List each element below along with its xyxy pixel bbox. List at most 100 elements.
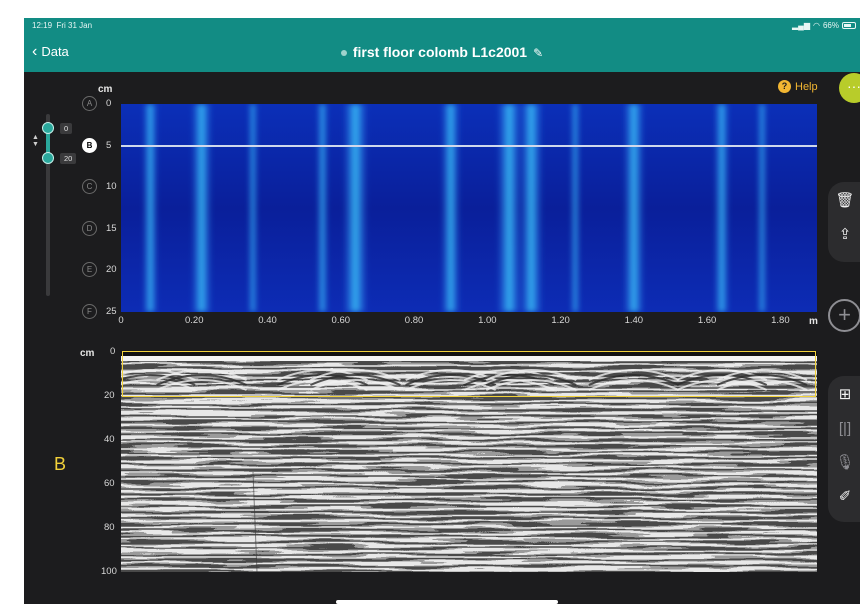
reflection-stripe	[441, 104, 460, 312]
bscan-y-tick: 0	[110, 346, 116, 357]
reflection-arc	[156, 379, 247, 391]
tomo-x-tick: 0.40	[258, 315, 277, 326]
bscan-selection-box[interactable]	[122, 351, 816, 397]
signal-icon: ▂▄▆	[792, 21, 810, 30]
depth-marker-e[interactable]: E	[82, 262, 97, 278]
updown-arrows-icon[interactable]: ▲ ▼	[32, 134, 39, 148]
home-indicator	[336, 600, 558, 604]
tomo-y-tick: 0	[106, 98, 112, 109]
reflection-arc	[588, 369, 680, 381]
reflection-stripe	[497, 104, 522, 312]
ipad-screen: 12:19 Fri 31 Jan ▂▄▆ ◠ 66% ‹ Data first …	[24, 18, 860, 604]
tomo-y-tick: 5	[106, 139, 112, 151]
reflection-arc	[588, 379, 680, 391]
reflection-arc	[716, 379, 808, 391]
reflection-arc	[405, 369, 497, 381]
help-icon: ?	[778, 80, 791, 93]
reflection-arc	[676, 369, 768, 381]
tomo-y-tick: 25	[106, 306, 117, 317]
tomo-x-tick: 1.00	[478, 315, 497, 326]
pencil-icon[interactable]: ✎	[533, 46, 544, 60]
help-button[interactable]: ? Help	[778, 80, 818, 93]
selected-depth-line[interactable]	[121, 144, 817, 147]
tomography-heatmap[interactable]	[121, 104, 817, 312]
bscan-y-tick: 80	[104, 522, 115, 533]
annotate-icon[interactable]: ✐	[838, 488, 852, 505]
tomo-y-tick: 15	[106, 222, 117, 234]
reflection-arc	[156, 369, 247, 381]
share-icon[interactable]: ⇪	[838, 226, 852, 243]
reflection-arc	[156, 374, 247, 386]
trash-icon[interactable]: 🗑	[835, 192, 855, 209]
depth-slider-bottom-knob[interactable]	[42, 152, 54, 164]
status-dot	[340, 50, 347, 57]
reflection-stripe	[623, 104, 644, 312]
tomo-y-tick: 10	[106, 181, 117, 193]
reflection-arc	[310, 369, 401, 381]
tomo-x-tick: 0.20	[185, 315, 204, 326]
depth-slider-track[interactable]	[46, 114, 50, 296]
reflection-arc	[676, 374, 768, 386]
wifi-icon: ◠	[813, 21, 820, 30]
depth-marker-b[interactable]: B	[82, 137, 97, 153]
depth-marker-c[interactable]: C	[82, 179, 97, 195]
depth-marker-f[interactable]: F	[82, 304, 97, 319]
reflection-stripe	[143, 104, 158, 312]
tomo-y-unit: cm	[98, 84, 113, 95]
status-time: 12:19 Fri 31 Jan	[32, 21, 93, 30]
bscan-y-tick: 20	[104, 390, 115, 401]
reflection-stripe	[248, 104, 257, 312]
status-right: ▂▄▆ ◠ 66%	[792, 21, 856, 30]
bscan-y-unit: cm	[80, 348, 95, 359]
reflection-arc	[310, 379, 401, 391]
tomo-x-tick: 0	[118, 315, 124, 326]
chevron-left-icon: ‹	[32, 43, 38, 60]
depth-marker-d[interactable]: D	[82, 220, 97, 236]
status-bar: 12:19 Fri 31 Jan ▂▄▆ ◠ 66%	[24, 18, 860, 34]
side-toolbar-top: 🗑 ⇪	[828, 182, 860, 262]
tomo-background	[121, 104, 817, 312]
tomo-x-tick: 0.60	[331, 315, 351, 326]
tomo-x-tick: 1.80	[771, 315, 790, 326]
reflection-stripe	[571, 104, 580, 312]
tomo-x-unit: m	[809, 316, 818, 327]
tomo-y-tick: 20	[106, 264, 117, 276]
split-icon[interactable]: [|]	[838, 420, 852, 437]
depth-slider-top-value: 0	[60, 123, 73, 134]
depth-marker-a[interactable]: A	[82, 96, 97, 111]
export-icon[interactable]: ⊞	[838, 386, 852, 403]
bscan-y-tick: 40	[104, 434, 115, 445]
reflection-arc	[310, 374, 401, 386]
page-title: first floor colomb L1c2001 ✎	[24, 44, 860, 60]
battery-icon	[842, 22, 856, 29]
tomo-x-tick: 0.80	[404, 315, 424, 326]
reflection-stripe	[758, 104, 767, 312]
bscan-marker-label: B	[54, 454, 67, 474]
more-button[interactable]: ···	[839, 73, 860, 103]
tomo-x-tick: 1.60	[697, 315, 717, 326]
reflection-arc	[485, 374, 577, 386]
bscan-y-tick: 60	[104, 478, 115, 489]
add-button[interactable]: +	[828, 299, 860, 332]
page-title-text: first floor colomb L1c2001	[352, 44, 528, 60]
reflection-arc	[277, 369, 368, 381]
reflection-arc	[405, 374, 497, 386]
help-label: Help	[795, 80, 818, 93]
microphone-icon[interactable]: 🎙	[835, 454, 855, 471]
reflection-stripe	[191, 104, 212, 312]
bscan-radargram[interactable]	[121, 352, 817, 572]
reflection-arc	[716, 369, 808, 381]
reflection-arc	[463, 379, 555, 391]
reflection-arc	[405, 379, 497, 391]
battery-percent: 66%	[822, 21, 839, 30]
back-button[interactable]: ‹ Data	[32, 43, 69, 60]
depth-slider-range	[46, 128, 50, 158]
depth-slider-bottom-value: 20	[60, 153, 77, 164]
reflection-stripe	[343, 104, 368, 312]
reflection-arc	[676, 379, 768, 391]
reflection-arc	[588, 374, 680, 386]
reflection-stripe	[520, 104, 543, 312]
depth-slider-top-knob[interactable]	[42, 122, 54, 134]
reflection-arc	[485, 369, 577, 381]
side-toolbar-bottom: ⊞ [|] 🎙 ✐	[828, 376, 860, 522]
